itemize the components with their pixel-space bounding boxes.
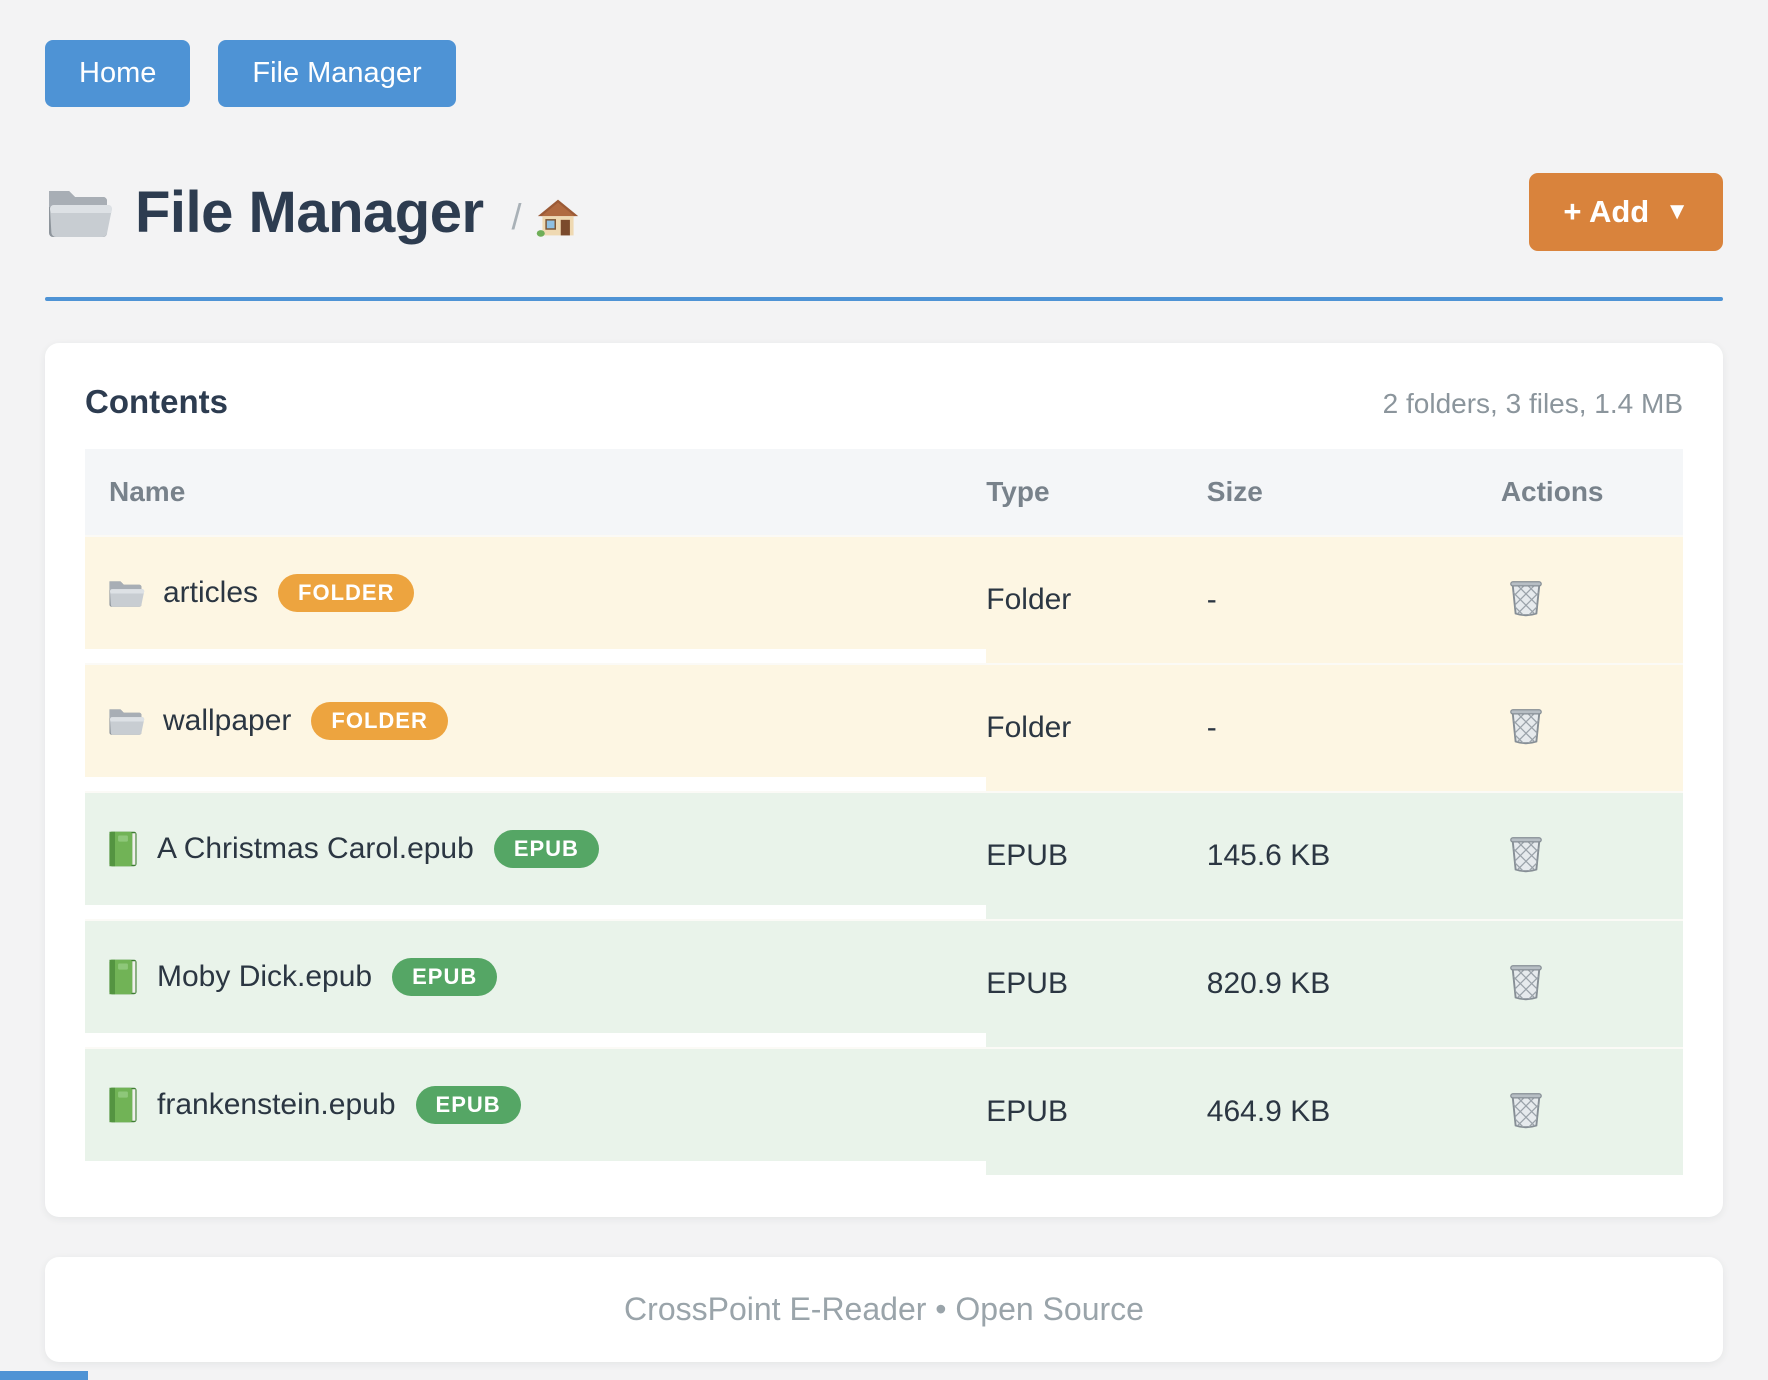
column-header-name: Name [85,449,987,535]
folder-icon [107,577,145,609]
contents-card: Contents 2 folders, 3 files, 1.4 MB Name… [45,343,1723,1217]
nav-home-button[interactable]: Home [45,40,191,107]
trash-icon [1507,704,1545,749]
size-cell: - [1206,535,1501,663]
column-header-actions: Actions [1500,449,1683,535]
contents-card-header: Contents 2 folders, 3 files, 1.4 MB [85,383,1683,421]
book-icon [107,958,139,996]
table-header-row: Name Type Size Actions [85,449,1683,535]
type-cell: Folder [986,663,1207,791]
table-row[interactable]: articles FOLDER Folder - [85,535,1683,663]
partial-blue-element [0,1371,88,1380]
trash-icon [1507,960,1545,1005]
file-name[interactable]: wallpaper [163,704,292,737]
type-cell: Folder [986,535,1207,663]
breadcrumb-separator: / [511,196,522,237]
header-divider [45,297,1723,301]
add-button[interactable]: + Add ▼ [1529,173,1723,251]
file-name[interactable]: articles [163,576,259,609]
size-cell: - [1206,663,1501,791]
footer-text: CrossPoint E-Reader • Open Source [624,1291,1144,1327]
table-row[interactable]: frankenstein.epub EPUB EPUB 464.9 KB [85,1047,1683,1175]
chevron-down-icon: ▼ [1665,198,1689,225]
add-button-label: + Add [1563,194,1650,229]
type-badge: EPUB [493,830,599,868]
type-badge: EPUB [415,1086,521,1124]
type-badge: FOLDER [278,574,415,612]
delete-button[interactable] [1505,958,1547,1007]
contents-title: Contents [85,383,228,420]
folder-icon [45,183,113,241]
size-cell: 145.6 KB [1206,791,1501,919]
contents-summary: 2 folders, 3 files, 1.4 MB [1382,388,1683,419]
delete-button[interactable] [1505,1086,1547,1135]
file-name[interactable]: Moby Dick.epub [157,960,373,993]
type-badge: FOLDER [311,702,448,740]
delete-button[interactable] [1505,830,1547,879]
page-title: File Manager [135,179,484,245]
table-row[interactable]: wallpaper FOLDER Folder - [85,663,1683,791]
trash-icon [1507,832,1545,877]
nav-file-manager-button[interactable]: File Manager [218,40,456,107]
top-nav: Home File Manager [45,40,1723,107]
home-icon[interactable] [536,196,580,240]
table-row[interactable]: Moby Dick.epub EPUB EPUB 820.9 KB [85,919,1683,1047]
column-header-size: Size [1206,449,1501,535]
file-name[interactable]: frankenstein.epub [157,1088,396,1121]
file-name[interactable]: A Christmas Carol.epub [157,832,474,865]
book-icon [107,1086,139,1124]
trash-icon [1507,1088,1545,1133]
trash-icon [1507,576,1545,621]
size-cell: 464.9 KB [1206,1047,1501,1175]
file-table: Name Type Size Actions articles FOLDER [85,449,1683,1175]
column-header-type: Type [986,449,1207,535]
delete-button[interactable] [1505,574,1547,623]
delete-button[interactable] [1505,702,1547,751]
book-icon [107,830,139,868]
page-header: File Manager / + Add ▼ [45,173,1723,251]
folder-icon [107,705,145,737]
type-cell: EPUB [986,919,1207,1047]
table-row[interactable]: A Christmas Carol.epub EPUB EPUB 145.6 K… [85,791,1683,919]
type-badge: EPUB [392,958,498,996]
type-cell: EPUB [986,1047,1207,1175]
type-cell: EPUB [986,791,1207,919]
footer-card: CrossPoint E-Reader • Open Source [45,1257,1723,1362]
size-cell: 820.9 KB [1206,919,1501,1047]
